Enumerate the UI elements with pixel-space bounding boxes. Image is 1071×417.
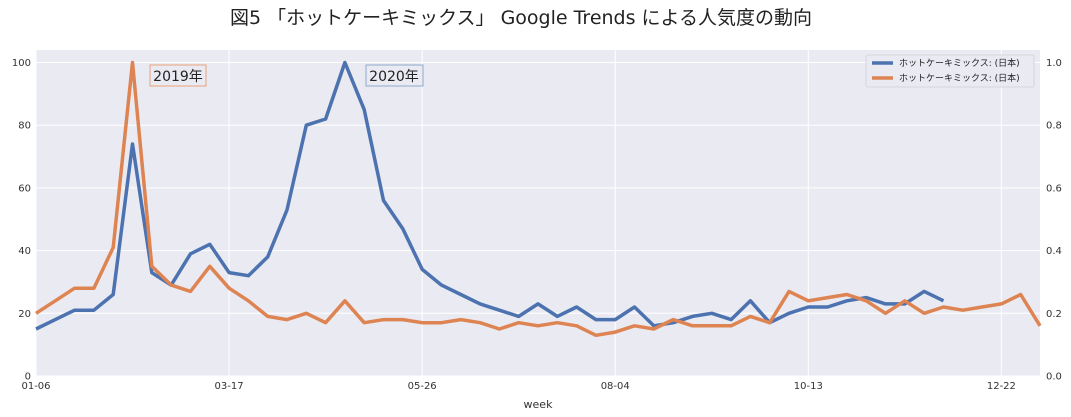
tick-labels: 01-06 03-17 05-26 08-04 10-13 12-22 0 20 40 60 80 1… [12, 58, 1062, 392]
legend-label-orange: ホットケーキミックス: (日本) [899, 72, 1020, 84]
legend-label-blue: ホットケーキミックス: (日本) [899, 57, 1020, 69]
y-right-tick-label: 1.0 [1046, 58, 1062, 69]
y-right-tick-label: 0.0 [1046, 372, 1062, 383]
y-right-tick-label: 0.8 [1046, 121, 1062, 132]
x-tick-label: 01-06 [21, 381, 50, 392]
annotation-2019-text: 2019年 [153, 69, 203, 85]
series-line-2019 [35, 60, 1042, 338]
y-left-tick-label: 20 [18, 309, 31, 320]
plot-area [36, 50, 1040, 376]
x-tick-label: 10-13 [794, 381, 823, 392]
series-lines [35, 60, 1042, 338]
legend: ホットケーキミックス: (日本) ホットケーキミックス: (日本) [865, 54, 1035, 88]
x-tick-label: 08-04 [601, 381, 630, 392]
annotation-2019: 2019年 [149, 64, 207, 87]
series-line-2020 [35, 60, 945, 331]
y-left-tick-label: 40 [18, 246, 31, 257]
chart-title: 図5 「ホットケーキミックス」 Google Trends による人気度の動向 [230, 7, 812, 29]
gridlines [35, 50, 1040, 377]
x-tick-label: 03-17 [215, 381, 244, 392]
y-left-tick-label: 60 [18, 183, 31, 194]
annotation-2020: 2020年 [365, 64, 424, 87]
y-left-tick-label: 80 [18, 121, 31, 132]
y-right-tick-label: 0.2 [1046, 309, 1062, 320]
y-right-tick-label: 0.4 [1046, 246, 1062, 257]
y-left-tick-label: 0 [25, 372, 31, 383]
x-tick-label: 05-26 [408, 381, 437, 392]
x-axis-label: week [524, 398, 554, 411]
y-right-tick-label: 0.6 [1046, 183, 1062, 194]
annotation-2019-box [149, 64, 207, 87]
annotation-2020-text: 2020年 [369, 69, 419, 85]
legend-box [865, 54, 1035, 88]
annotation-2020-box [365, 64, 424, 87]
x-tick-label: 12-22 [987, 381, 1016, 392]
y-left-tick-label: 100 [12, 58, 31, 69]
